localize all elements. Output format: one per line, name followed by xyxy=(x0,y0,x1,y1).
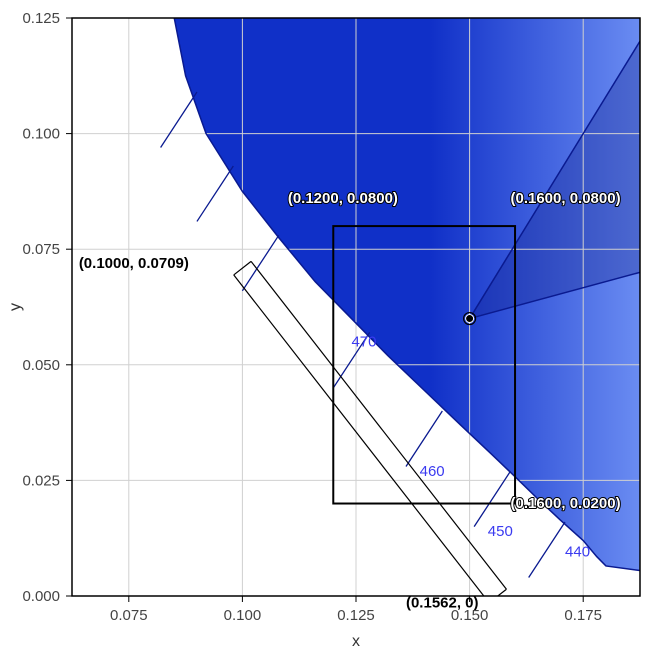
contour-chart: 470 460 450 440 (0.1200, 0.0800) (0.1600, 0.0… xyxy=(0,0,660,669)
y-tick-label: 0.050 xyxy=(22,357,60,374)
y-axis-label: y xyxy=(7,303,24,311)
x-tick-label: 0.175 xyxy=(564,607,602,624)
y-tick-label: 0.100 xyxy=(22,126,60,143)
x-tick-label: 0.150 xyxy=(451,607,489,624)
y-tick-label: 0.075 xyxy=(22,241,60,258)
x-tick-label: 0.100 xyxy=(224,607,262,624)
contour-label: 450 xyxy=(488,523,513,540)
y-tick-label: 0.125 xyxy=(22,10,60,27)
contour-label: 440 xyxy=(565,544,590,561)
y-tick-label: 0.025 xyxy=(22,472,60,489)
coordinate-annotation: (0.1600, 0.0200) xyxy=(510,495,620,512)
contour-label: 460 xyxy=(420,463,445,480)
coordinate-annotation: (0.1600, 0.0800) xyxy=(510,190,620,207)
x-tick-label: 0.125 xyxy=(337,607,375,624)
x-tick-label: 0.075 xyxy=(110,607,148,624)
chart-container: 470 460 450 440 (0.1200, 0.0800) (0.1600, 0.0… xyxy=(0,0,660,669)
coordinate-annotation: (0.1000, 0.0709) xyxy=(79,255,189,272)
x-axis-label: x xyxy=(352,633,360,650)
y-tick-label: 0.000 xyxy=(22,588,60,605)
contour-label: 470 xyxy=(351,333,376,350)
coordinate-annotation: (0.1200, 0.0800) xyxy=(288,190,398,207)
